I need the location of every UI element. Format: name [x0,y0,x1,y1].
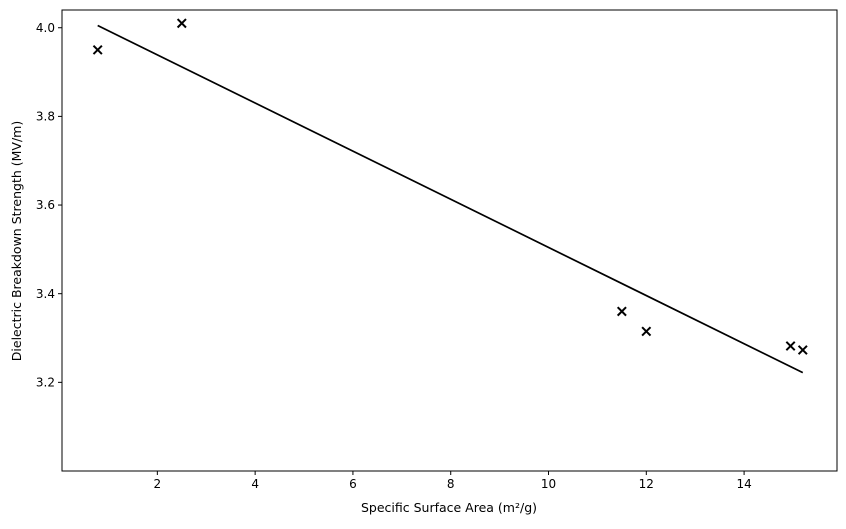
data-point-stroke [176,18,187,29]
x-tick-label: 8 [447,477,455,491]
y-tick-label: 3.6 [36,198,55,212]
x-tick-label: 10 [541,477,556,491]
axes: 2 4 6 8 10 12 14 3.2 3.4 3.6 3.8 4.0 [36,9,838,491]
x-tick-label: 14 [736,477,751,491]
plot-frame [61,9,838,472]
data-point [797,345,808,355]
data-point-stroke [641,326,652,337]
y-tick-label: 3.2 [36,376,55,390]
x-tick-label: 2 [154,477,162,491]
plot-area [92,18,808,374]
x-axis-label: Specific Surface Area (m²/g) [361,500,537,515]
data-point-stroke [92,44,103,55]
data-point-stroke [785,341,796,351]
data-point-stroke [797,345,808,355]
data-point [785,341,796,351]
x-tick-label: 4 [251,477,259,491]
y-tick-label: 3.8 [36,110,55,124]
y-tick-label: 3.4 [36,287,55,301]
data-point [616,306,627,317]
fit-line [97,24,804,374]
x-tick-label: 12 [639,477,654,491]
data-point-stroke [616,306,627,317]
y-tick-label: 4.0 [36,21,55,35]
data-point [641,326,652,337]
x-tick-label: 6 [349,477,357,491]
data-point [92,44,103,55]
y-axis-label: Dielectric Breakdown Strength (MV/m) [9,121,24,361]
data-point [176,18,187,29]
